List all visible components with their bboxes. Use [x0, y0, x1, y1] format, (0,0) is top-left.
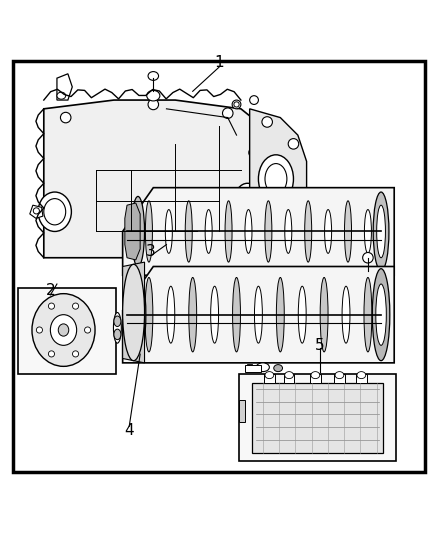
Ellipse shape	[245, 209, 252, 253]
Ellipse shape	[145, 278, 153, 352]
Polygon shape	[239, 400, 245, 422]
Ellipse shape	[357, 372, 366, 378]
Ellipse shape	[145, 201, 152, 262]
Text: 4: 4	[124, 423, 134, 438]
Ellipse shape	[377, 205, 385, 258]
Ellipse shape	[256, 363, 269, 372]
Ellipse shape	[265, 164, 287, 194]
Polygon shape	[44, 100, 263, 258]
Polygon shape	[250, 109, 307, 245]
Ellipse shape	[114, 316, 121, 327]
Text: 1: 1	[214, 55, 224, 70]
Ellipse shape	[373, 192, 389, 271]
Ellipse shape	[288, 139, 299, 149]
Ellipse shape	[114, 329, 121, 340]
Ellipse shape	[258, 155, 293, 203]
Text: 2: 2	[46, 283, 55, 298]
Ellipse shape	[211, 286, 219, 343]
Ellipse shape	[285, 372, 293, 378]
Polygon shape	[247, 364, 252, 368]
Polygon shape	[264, 374, 275, 383]
Text: 3: 3	[146, 244, 156, 259]
Ellipse shape	[335, 372, 344, 378]
Ellipse shape	[38, 192, 71, 231]
Ellipse shape	[250, 96, 258, 104]
Polygon shape	[356, 374, 367, 383]
Text: 5: 5	[315, 338, 325, 353]
Polygon shape	[57, 74, 72, 100]
Polygon shape	[123, 266, 394, 363]
Ellipse shape	[293, 191, 303, 201]
Ellipse shape	[72, 351, 78, 357]
Polygon shape	[123, 188, 394, 275]
Ellipse shape	[33, 208, 39, 214]
Ellipse shape	[36, 327, 42, 333]
Ellipse shape	[189, 278, 197, 352]
Ellipse shape	[148, 99, 159, 110]
Ellipse shape	[254, 286, 262, 343]
Polygon shape	[30, 205, 43, 219]
Ellipse shape	[225, 201, 232, 262]
Ellipse shape	[363, 253, 373, 263]
Ellipse shape	[372, 269, 390, 361]
Polygon shape	[123, 262, 145, 363]
Ellipse shape	[123, 264, 145, 361]
Ellipse shape	[325, 209, 332, 253]
Ellipse shape	[232, 100, 241, 109]
Ellipse shape	[165, 209, 172, 253]
Ellipse shape	[148, 71, 159, 80]
Ellipse shape	[167, 286, 175, 343]
Ellipse shape	[276, 278, 284, 352]
Ellipse shape	[274, 365, 283, 372]
Ellipse shape	[48, 303, 55, 309]
Ellipse shape	[285, 209, 292, 253]
Ellipse shape	[60, 112, 71, 123]
Ellipse shape	[130, 271, 146, 359]
Ellipse shape	[113, 312, 121, 343]
Polygon shape	[125, 203, 140, 260]
Ellipse shape	[44, 199, 66, 225]
Ellipse shape	[240, 190, 255, 212]
Ellipse shape	[345, 201, 352, 262]
Ellipse shape	[342, 286, 350, 343]
Polygon shape	[284, 374, 294, 383]
Ellipse shape	[72, 303, 78, 309]
Ellipse shape	[58, 324, 69, 336]
Ellipse shape	[298, 286, 306, 343]
Ellipse shape	[205, 209, 212, 253]
Ellipse shape	[50, 314, 77, 345]
Ellipse shape	[262, 117, 272, 127]
Polygon shape	[310, 374, 321, 383]
Polygon shape	[334, 374, 345, 383]
Ellipse shape	[364, 209, 371, 253]
Polygon shape	[245, 365, 261, 373]
Ellipse shape	[185, 201, 192, 262]
Ellipse shape	[147, 91, 160, 101]
Ellipse shape	[233, 278, 240, 352]
Ellipse shape	[57, 92, 66, 99]
Ellipse shape	[265, 372, 274, 378]
Ellipse shape	[249, 147, 259, 158]
Ellipse shape	[265, 201, 272, 262]
Ellipse shape	[305, 201, 312, 262]
Ellipse shape	[223, 108, 233, 118]
Ellipse shape	[376, 284, 386, 345]
Polygon shape	[252, 383, 383, 453]
Ellipse shape	[131, 197, 145, 266]
Ellipse shape	[271, 231, 281, 241]
Bar	[18, 288, 116, 374]
Ellipse shape	[320, 278, 328, 352]
Ellipse shape	[234, 183, 261, 219]
Ellipse shape	[85, 327, 91, 333]
Bar	[239, 374, 396, 462]
Ellipse shape	[311, 372, 320, 378]
Ellipse shape	[48, 351, 54, 357]
Ellipse shape	[364, 278, 372, 352]
Ellipse shape	[234, 102, 239, 107]
Ellipse shape	[32, 294, 95, 366]
